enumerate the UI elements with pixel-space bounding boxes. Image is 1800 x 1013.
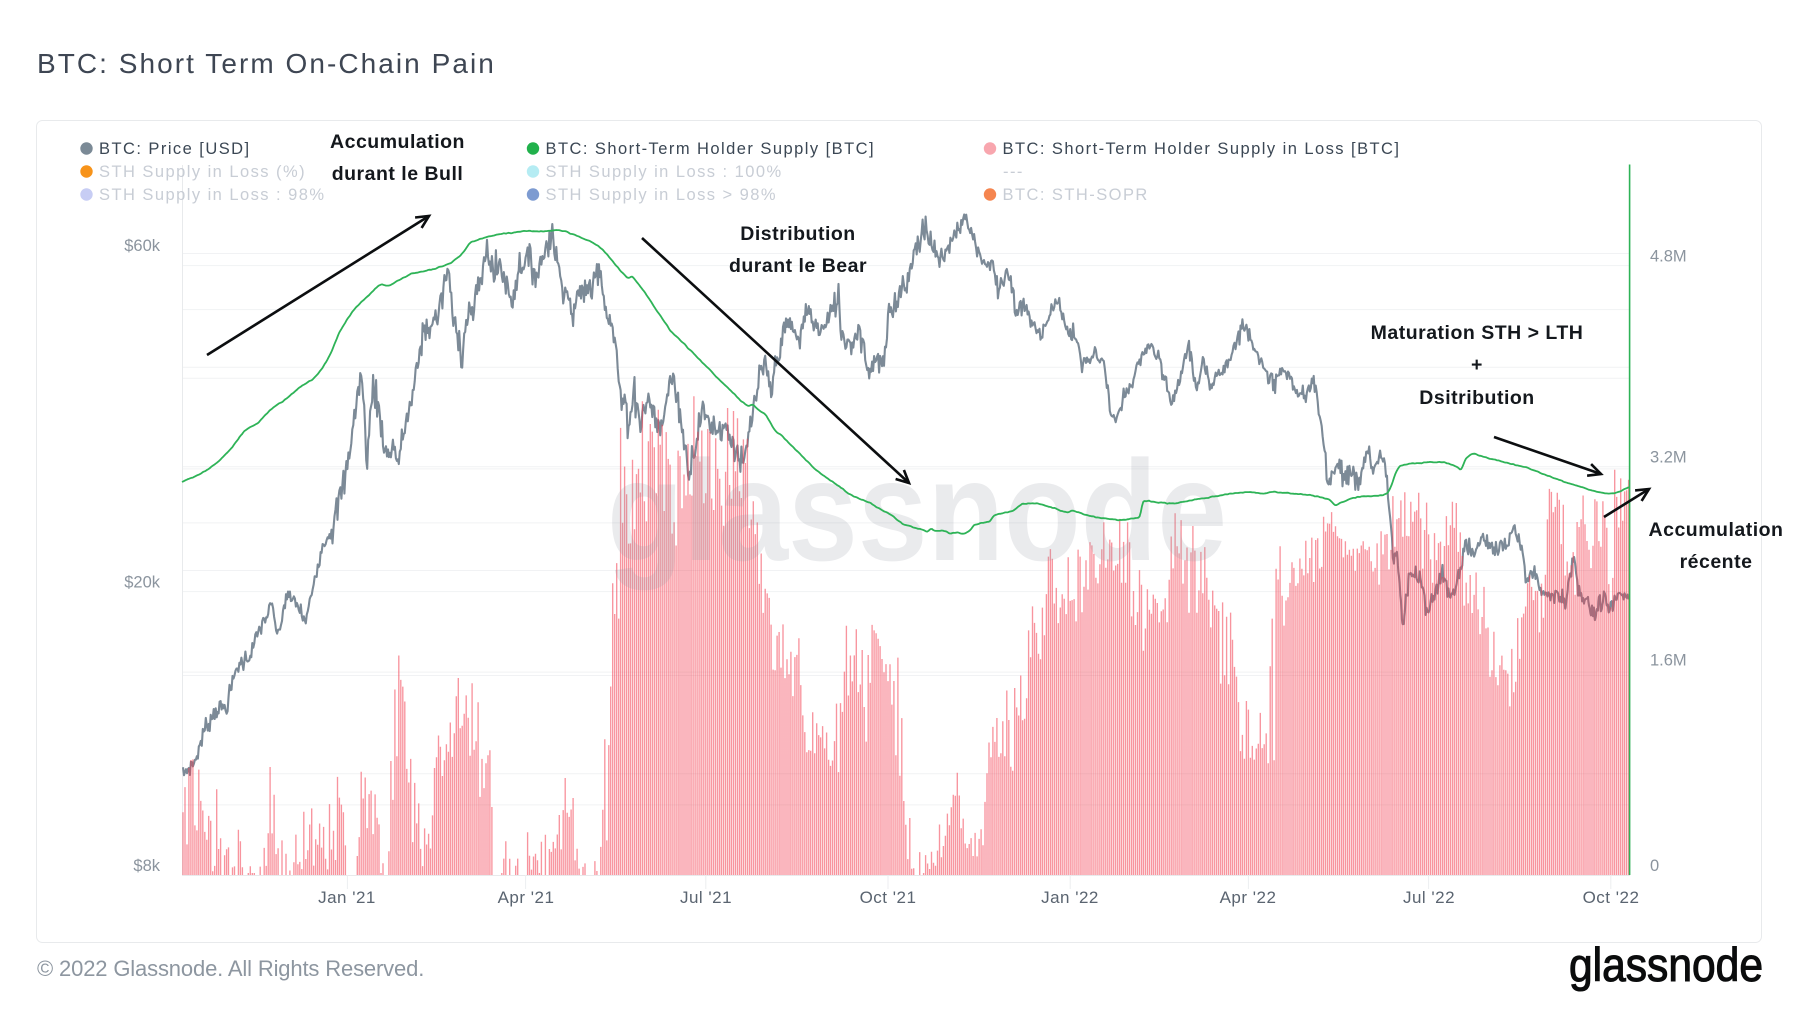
svg-text:$20k: $20k <box>124 574 161 592</box>
svg-text:Jan '21: Jan '21 <box>318 888 376 907</box>
svg-text:Jan '22: Jan '22 <box>1041 888 1099 907</box>
svg-text:$8k: $8k <box>133 857 160 875</box>
svg-text:glassnode: glassnode <box>607 432 1227 591</box>
svg-text:STH Supply in Loss : 98%: STH Supply in Loss : 98% <box>99 186 325 204</box>
svg-text:Jul '22: Jul '22 <box>1403 888 1455 907</box>
svg-text:$60k: $60k <box>124 237 161 255</box>
svg-text:0: 0 <box>1650 857 1659 875</box>
svg-text:Dsitribution: Dsitribution <box>1419 387 1534 409</box>
svg-text:BTC: Short Term On-Chain Pain: BTC: Short Term On-Chain Pain <box>37 48 496 79</box>
svg-text:durant le Bear: durant le Bear <box>729 255 867 277</box>
svg-text:Jul '21: Jul '21 <box>680 888 732 907</box>
svg-text:Maturation STH > LTH: Maturation STH > LTH <box>1371 322 1584 344</box>
svg-text:durant le Bull: durant le Bull <box>332 163 464 185</box>
svg-text:Distribution: Distribution <box>740 223 855 245</box>
svg-text:STH Supply in Loss : 100%: STH Supply in Loss : 100% <box>546 163 783 181</box>
svg-text:Oct '22: Oct '22 <box>1583 888 1640 907</box>
svg-text:BTC: Price [USD]: BTC: Price [USD] <box>99 140 251 158</box>
svg-text:Apr '21: Apr '21 <box>498 888 555 907</box>
svg-text:4.8M: 4.8M <box>1650 248 1687 266</box>
svg-text:BTC: Short-Term Holder Supply: BTC: Short-Term Holder Supply in Loss [B… <box>1003 140 1401 158</box>
svg-text:© 2022 Glassnode. All Rights R: © 2022 Glassnode. All Rights Reserved. <box>37 956 424 981</box>
svg-text:glassnode: glassnode <box>1569 938 1763 991</box>
svg-text:BTC: Short-Term Holder Supply: BTC: Short-Term Holder Supply [BTC] <box>546 140 876 158</box>
svg-text:1.6M: 1.6M <box>1650 652 1687 670</box>
svg-text:STH Supply in Loss (%): STH Supply in Loss (%) <box>99 163 306 181</box>
svg-text:Accumulation: Accumulation <box>330 131 465 153</box>
svg-text:---: --- <box>1003 163 1024 181</box>
svg-text:3.2M: 3.2M <box>1650 449 1687 467</box>
svg-text:BTC: STH-SOPR: BTC: STH-SOPR <box>1003 186 1149 204</box>
svg-text:+: + <box>1471 354 1483 376</box>
svg-text:récente: récente <box>1680 551 1753 573</box>
svg-text:Apr '22: Apr '22 <box>1220 888 1277 907</box>
svg-text:Oct '21: Oct '21 <box>860 888 917 907</box>
svg-text:STH Supply in Loss > 98%: STH Supply in Loss > 98% <box>546 186 778 204</box>
svg-text:Accumulation: Accumulation <box>1649 519 1784 541</box>
